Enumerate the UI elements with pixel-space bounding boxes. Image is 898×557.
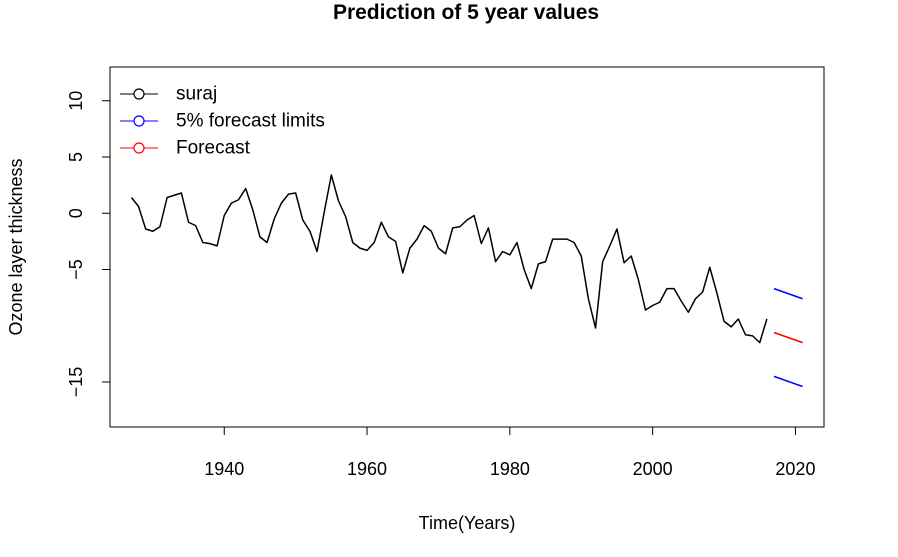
legend-label-5-forecast-limits: 5% forecast limits <box>176 111 325 132</box>
series-5-forecast-limits-line-1 <box>773 287 803 300</box>
legend-label-forecast: Forecast <box>176 138 251 159</box>
y-axis-label: Ozone layer thickness <box>6 158 26 335</box>
chart-title: Prediction of 5 year values <box>333 1 599 24</box>
x-tick-label: 2020 <box>775 459 815 479</box>
series-5-forecast-limits-line-2 <box>773 375 803 388</box>
x-tick-label: 1980 <box>490 459 530 479</box>
legend-marker-suraj <box>133 88 145 100</box>
legend: suraj 5% forecast limits Forecast <box>120 84 325 159</box>
series-forecast-line <box>773 331 803 344</box>
legend-marker-forecast <box>133 142 145 154</box>
series-suraj-line <box>130 174 768 344</box>
x-tick-label: 1960 <box>347 459 387 479</box>
y-tick-label: 5 <box>66 152 86 162</box>
y-tick-label: −15 <box>66 367 86 398</box>
legend-label-suraj: suraj <box>176 84 217 105</box>
y-tick-label: 0 <box>66 208 86 218</box>
y-tick-label: 10 <box>66 91 86 111</box>
legend-marker-5-forecast-limits <box>133 115 145 127</box>
x-tick-label: 2000 <box>633 459 673 479</box>
x-axis: 1940 1960 1980 2000 2020 <box>204 426 815 479</box>
y-tick-label: −5 <box>66 259 86 280</box>
x-axis-label: Time(Years) <box>419 513 516 533</box>
series-layer <box>130 174 803 388</box>
x-tick-label: 1940 <box>204 459 244 479</box>
y-axis: 10 5 0 −5 −15 <box>66 91 111 398</box>
